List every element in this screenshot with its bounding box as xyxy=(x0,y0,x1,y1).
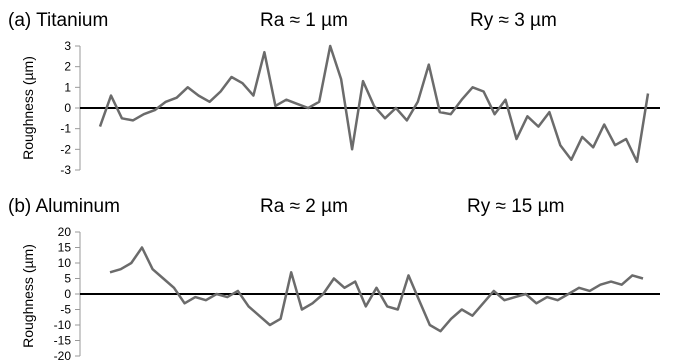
panel-b-y-tick-label: -10 xyxy=(54,318,72,332)
panel-a-y-tick-label: -3 xyxy=(60,163,71,177)
panel-b-title: (b) Aluminum xyxy=(8,196,120,217)
panel-b-y-tick-label: 0 xyxy=(64,287,71,301)
panel-b-y-tick-label: -20 xyxy=(54,349,72,361)
panel-b-y-tick-label: 15 xyxy=(58,241,72,255)
panel-a-y-axis-label: Roughness (µm) xyxy=(20,56,36,160)
panel-b-plot xyxy=(80,246,660,333)
panel-b-ry-annotation: Ry ≈ 15 µm xyxy=(467,196,564,217)
panel-b-y-axis-label: Roughness (µm) xyxy=(20,244,36,348)
panel-a-plot xyxy=(80,44,660,163)
panel-a-y-tick-label: 1 xyxy=(64,80,71,94)
panel-b-roughness-line xyxy=(109,246,644,333)
panel-aluminum: (b) Aluminum Ra ≈ 2 µm Ry ≈ 15 µm Roughn… xyxy=(8,196,660,361)
panel-b-y-tick-label: -15 xyxy=(54,334,72,348)
panel-a-roughness-line xyxy=(98,44,650,163)
panel-titanium: (a) Titanium Ra ≈ 1 µm Ry ≈ 3 µm Roughne… xyxy=(8,10,660,177)
panel-b-y-tick-label: 20 xyxy=(58,225,72,239)
panel-a-y-tick-label: 3 xyxy=(64,39,71,53)
panel-a-y-tick-label: -1 xyxy=(60,122,71,136)
panel-a-ry-annotation: Ry ≈ 3 µm xyxy=(470,10,557,31)
panel-a-y-tick-label: 0 xyxy=(64,101,71,115)
panel-a-ra-annotation: Ra ≈ 1 µm xyxy=(260,10,348,31)
panel-b-y-tick-label: -5 xyxy=(60,303,71,317)
panel-a-y-ticks: 3 2 1 0 -1 -2 -3 xyxy=(60,39,80,177)
panel-a-y-tick-label: 2 xyxy=(64,60,71,74)
panel-a-title: (a) Titanium xyxy=(8,10,108,31)
panel-a-y-tick-label: -2 xyxy=(60,142,71,156)
panel-b-y-tick-label: 10 xyxy=(58,256,72,270)
panel-b-y-tick-label: 5 xyxy=(64,272,71,286)
panel-b-ra-annotation: Ra ≈ 2 µm xyxy=(260,196,348,217)
